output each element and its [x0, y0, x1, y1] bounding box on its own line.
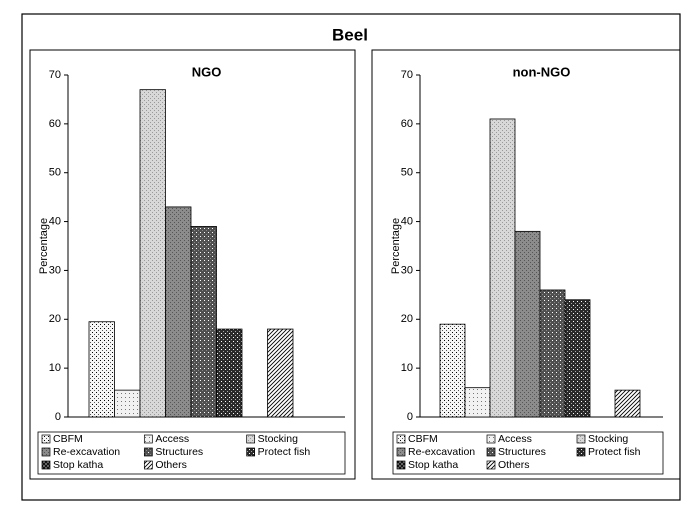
- legend-label: Structures: [498, 446, 546, 458]
- bar: [88, 321, 115, 418]
- legend-label: Stop katha: [53, 459, 103, 471]
- y-axis-label: Percentage: [390, 218, 402, 274]
- legend-swatch: [576, 447, 586, 457]
- legend-label: Stop katha: [408, 459, 458, 471]
- y-tick-label: 0: [407, 411, 413, 423]
- panel-frame: [29, 49, 356, 480]
- figure-frame: [21, 13, 681, 501]
- bar: [139, 89, 166, 418]
- bar: [114, 389, 141, 418]
- legend-label: Others: [498, 459, 530, 471]
- legend-label: Re-excavation: [53, 446, 120, 458]
- legend-swatch: [41, 447, 51, 457]
- legend-label: CBFM: [408, 433, 438, 445]
- y-tick-label: 70: [49, 69, 61, 81]
- legend-swatch: [246, 447, 256, 457]
- bar: [267, 328, 294, 418]
- y-tick-label: 30: [401, 264, 413, 276]
- bar: [489, 118, 516, 418]
- legend-label: Re-excavation: [408, 446, 475, 458]
- bar: [190, 226, 217, 418]
- legend-label: Access: [498, 433, 532, 445]
- y-tick-label: 30: [49, 264, 61, 276]
- legend-frame: [37, 431, 346, 475]
- legend-swatch: [396, 460, 406, 470]
- y-tick-label: 20: [49, 313, 61, 325]
- panel-frame: [371, 49, 681, 480]
- legend-swatch: [396, 434, 406, 444]
- legend-swatch: [143, 447, 153, 457]
- y-axis-label: Percentage: [38, 218, 50, 274]
- legend-label: Protect fish: [588, 446, 641, 458]
- bar: [216, 328, 243, 418]
- y-tick-label: 50: [401, 167, 413, 179]
- y-tick-label: 70: [401, 69, 413, 81]
- bar: [439, 323, 466, 418]
- legend-swatch: [396, 447, 406, 457]
- y-tick-label: 40: [401, 215, 413, 227]
- legend-label: Stocking: [258, 433, 298, 445]
- legend-label: Structures: [155, 446, 203, 458]
- legend-label: Others: [155, 459, 187, 471]
- y-tick-label: 50: [49, 167, 61, 179]
- y-tick-label: 60: [49, 118, 61, 130]
- legend-label: Access: [155, 433, 189, 445]
- bar: [165, 206, 192, 418]
- bar: [514, 230, 541, 418]
- bar: [539, 289, 566, 418]
- y-tick-label: 0: [55, 411, 61, 423]
- y-tick-label: 10: [49, 362, 61, 374]
- legend-swatch: [486, 447, 496, 457]
- legend-swatch: [143, 460, 153, 470]
- legend-label: Stocking: [588, 433, 628, 445]
- legend-swatch: [41, 460, 51, 470]
- legend-swatch: [576, 434, 586, 444]
- legend-swatch: [246, 434, 256, 444]
- bar: [614, 389, 641, 418]
- y-tick-label: 40: [49, 215, 61, 227]
- legend-swatch: [41, 434, 51, 444]
- y-tick-label: 60: [401, 118, 413, 130]
- legend-label: Protect fish: [258, 446, 311, 458]
- chart-title: non-NGO: [513, 64, 571, 79]
- legend-swatch: [143, 434, 153, 444]
- figure-title: Beel: [332, 25, 368, 44]
- y-tick-label: 20: [401, 313, 413, 325]
- legend-swatch: [486, 434, 496, 444]
- y-tick-label: 10: [401, 362, 413, 374]
- legend-label: CBFM: [53, 433, 83, 445]
- legend-swatch: [486, 460, 496, 470]
- legend-frame: [392, 431, 664, 475]
- chart-title: NGO: [192, 64, 222, 79]
- bar: [564, 299, 591, 418]
- bar: [464, 387, 491, 418]
